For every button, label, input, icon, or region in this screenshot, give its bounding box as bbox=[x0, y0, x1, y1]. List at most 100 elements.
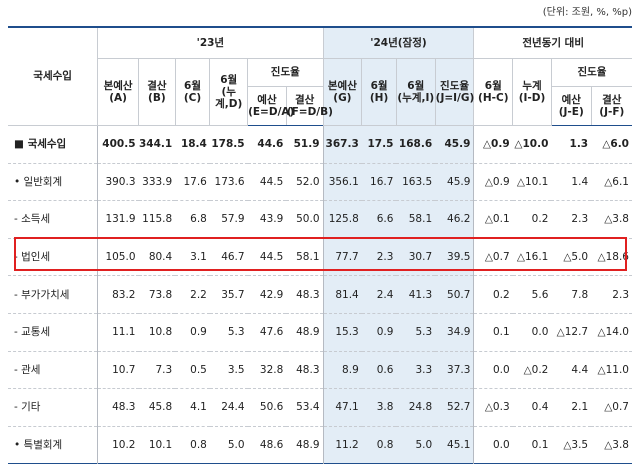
table-cell: 58.1 bbox=[286, 238, 324, 277]
col-header: 6월 (H) bbox=[361, 58, 397, 126]
table-cell: 0.9 bbox=[361, 313, 397, 352]
table-cell: 73.8 bbox=[138, 275, 176, 314]
table-cell: 7.3 bbox=[138, 351, 176, 390]
table-cell: 45.9 bbox=[435, 163, 474, 202]
table-cell: 1.3 bbox=[551, 125, 592, 164]
table-cell: △16.1 bbox=[512, 238, 552, 277]
row-label-header: 국세수입 bbox=[8, 27, 98, 126]
table-row: - 법인세 105.0 80.4 3.1 46.7 44.5 58.1 77.7 2.3 30.7… bbox=[8, 238, 632, 277]
row-label: • 일반회계 bbox=[8, 163, 98, 202]
table-cell: 0.4 bbox=[512, 388, 552, 427]
table-cell: 0.0 bbox=[473, 426, 513, 464]
col-header: 본예산 (G) bbox=[322, 58, 362, 126]
table-cell: 105.0 bbox=[97, 238, 139, 277]
table-cell: 24.4 bbox=[209, 388, 248, 427]
table-row: - 관세 10.7 7.3 0.5 3.5 32.8 48.3 8.9 0.6 3.3 37.3 0.… bbox=[8, 351, 632, 390]
unit-note: (단위: 조원, %, %p) bbox=[542, 7, 632, 18]
table-cell: 5.6 bbox=[512, 275, 552, 314]
table-cell: 0.1 bbox=[473, 313, 513, 352]
table-cell: 50.6 bbox=[247, 388, 287, 427]
table-cell: 47.1 bbox=[322, 388, 362, 427]
table-cell: 6.8 bbox=[175, 200, 210, 239]
col-header: 6월 (누계,D) bbox=[209, 58, 248, 126]
table-cell: △0.1 bbox=[473, 200, 513, 239]
table-cell: 11.2 bbox=[322, 426, 362, 464]
table-cell: 4.1 bbox=[175, 388, 210, 427]
table-cell: 0.6 bbox=[361, 351, 397, 390]
table-cell: 46.7 bbox=[209, 238, 248, 277]
table-cell: 48.3 bbox=[97, 388, 139, 427]
table-cell: 77.7 bbox=[322, 238, 362, 277]
row-label: - 기타 bbox=[8, 388, 98, 427]
table-cell: △10.1 bbox=[512, 163, 552, 202]
table-cell: 4.4 bbox=[551, 351, 592, 390]
table-cell: △5.0 bbox=[551, 238, 592, 277]
table-cell: △3.8 bbox=[591, 200, 632, 239]
table-cell: 178.5 bbox=[209, 125, 248, 164]
table-cell: 45.9 bbox=[435, 125, 474, 164]
col-header: 6월 (누계,I) bbox=[395, 58, 436, 126]
table-cell: 44.5 bbox=[247, 163, 287, 202]
group-header-2024: '24년(잠정) bbox=[322, 27, 474, 59]
table-cell: 0.8 bbox=[361, 426, 397, 464]
table-cell: 18.4 bbox=[175, 125, 210, 164]
table-cell: △6.1 bbox=[591, 163, 632, 202]
table-cell: △3.8 bbox=[604, 439, 629, 452]
table-cell: 0.8 bbox=[190, 439, 207, 452]
table-cell: 0.2 bbox=[512, 200, 552, 239]
table-row: • 일반회계 390.3 333.9 17.6 173.6 44.5 52.0 356.1 16… bbox=[8, 163, 632, 202]
table-cell: 48.9 bbox=[286, 313, 324, 352]
table-cell: 45.1 bbox=[435, 426, 474, 464]
table-cell: △0.2 bbox=[512, 351, 552, 390]
table-cell: 5.3 bbox=[209, 313, 248, 352]
table-cell: 10.1 bbox=[148, 439, 173, 452]
table-cell: 0.1 bbox=[531, 439, 549, 452]
table-cell: 16.7 bbox=[361, 163, 397, 202]
table-cell: 3.3 bbox=[396, 351, 436, 390]
row-label: - 법인세 bbox=[8, 238, 98, 277]
table-cell: 10.2 bbox=[97, 426, 139, 464]
table-cell: 39.5 bbox=[435, 238, 474, 277]
table-cell: 50.7 bbox=[435, 275, 474, 314]
table-cell: 131.9 bbox=[97, 200, 139, 239]
table-cell: 344.1 bbox=[138, 125, 176, 164]
table-cell: 10.8 bbox=[138, 313, 176, 352]
table-body: ■ 국세수입 400.5 344.1 18.4 178.5 44.6 51.9 367.3 17… bbox=[8, 125, 632, 464]
col-header: 진도율 (J=I/G) bbox=[434, 58, 474, 126]
table-cell: 43.9 bbox=[247, 200, 287, 239]
table-row: • 특별회계 10.2 10.1 0.8 5.0 48.6 48.9 11.2 0.8 5.0 45… bbox=[8, 426, 632, 464]
table-cell: 7.8 bbox=[551, 275, 592, 314]
row-label: - 교통세 bbox=[8, 313, 98, 352]
table-cell: 2.1 bbox=[551, 388, 592, 427]
table-row: - 부가가치세 83.2 73.8 2.2 35.7 42.9 48.3 81.4 2.4 41.… bbox=[8, 275, 632, 314]
table-cell: 30.7 bbox=[396, 238, 436, 277]
table-cell: 0.9 bbox=[175, 313, 210, 352]
table-cell: 0.0 bbox=[512, 313, 552, 352]
table-cell: 115.8 bbox=[138, 200, 176, 239]
table-cell: 44.5 bbox=[247, 238, 287, 277]
col-header: 결산 (J-F) bbox=[590, 86, 632, 126]
table-cell: 2.3 bbox=[551, 200, 592, 239]
table-cell: 163.5 bbox=[396, 163, 436, 202]
table-cell: 400.5 bbox=[97, 125, 139, 164]
col-header: 예산 (J-E) bbox=[550, 86, 592, 126]
table-cell: 6.6 bbox=[361, 200, 397, 239]
table-row: - 소득세 131.9 115.8 6.8 57.9 43.9 50.0 125.8 6.6 58… bbox=[8, 200, 632, 239]
table-row: ■ 국세수입 400.5 344.1 18.4 178.5 44.6 51.9 367.3 17… bbox=[8, 125, 632, 164]
tax-revenue-table: 국세수입 '23년 '24년(잠정) 전년동기 대비 본예산 (A) 결산 (B) … bbox=[8, 26, 632, 464]
table-cell: △3.5 bbox=[563, 439, 589, 452]
table-cell: 2.2 bbox=[175, 275, 210, 314]
table-cell: △0.3 bbox=[473, 388, 513, 427]
table-cell: 0.0 bbox=[473, 351, 513, 390]
row-label: ■ 국세수입 bbox=[8, 125, 98, 164]
table-cell: 24.8 bbox=[396, 388, 436, 427]
table-cell: △0.9 bbox=[473, 125, 513, 164]
table-cell: 5.3 bbox=[396, 313, 436, 352]
table-cell: △12.7 bbox=[551, 313, 592, 352]
table-cell: 0.5 bbox=[175, 351, 210, 390]
table-cell: △14.0 bbox=[591, 313, 632, 352]
group-header-yoy: 전년동기 대비 bbox=[473, 27, 632, 59]
table-cell: 48.6 bbox=[259, 439, 284, 452]
table-cell: 45.8 bbox=[138, 388, 176, 427]
row-label: - 부가가치세 bbox=[8, 275, 98, 314]
